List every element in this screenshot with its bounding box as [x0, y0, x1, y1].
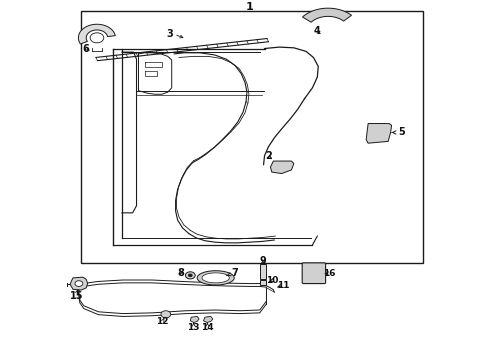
Polygon shape [202, 273, 229, 283]
Text: 12: 12 [156, 317, 168, 326]
Text: 4: 4 [314, 26, 320, 36]
Text: 14: 14 [201, 323, 214, 332]
Bar [260, 280, 267, 285]
Text: 6: 6 [83, 44, 90, 54]
Text: 8: 8 [177, 267, 184, 278]
Circle shape [75, 281, 83, 287]
Text: 11: 11 [277, 280, 290, 289]
Text: 15: 15 [70, 291, 83, 301]
Circle shape [161, 311, 171, 318]
Text: 3: 3 [166, 28, 172, 39]
Polygon shape [190, 316, 199, 323]
Polygon shape [270, 161, 294, 174]
Text: 16: 16 [323, 269, 335, 278]
Bar [260, 264, 267, 279]
Polygon shape [203, 316, 213, 323]
Polygon shape [78, 24, 115, 44]
Text: 7: 7 [226, 267, 239, 278]
Polygon shape [70, 277, 88, 290]
Circle shape [185, 272, 195, 279]
Polygon shape [302, 8, 351, 22]
Text: 2: 2 [265, 152, 272, 161]
Polygon shape [197, 271, 234, 285]
Text: 9: 9 [260, 256, 267, 266]
Bar [81, 11, 423, 263]
Text: 13: 13 [188, 323, 200, 332]
Text: 1: 1 [246, 2, 254, 12]
Circle shape [188, 274, 192, 277]
Text: 5: 5 [392, 127, 405, 138]
FancyBboxPatch shape [302, 263, 326, 284]
Polygon shape [366, 123, 392, 143]
Text: 10: 10 [266, 276, 278, 285]
